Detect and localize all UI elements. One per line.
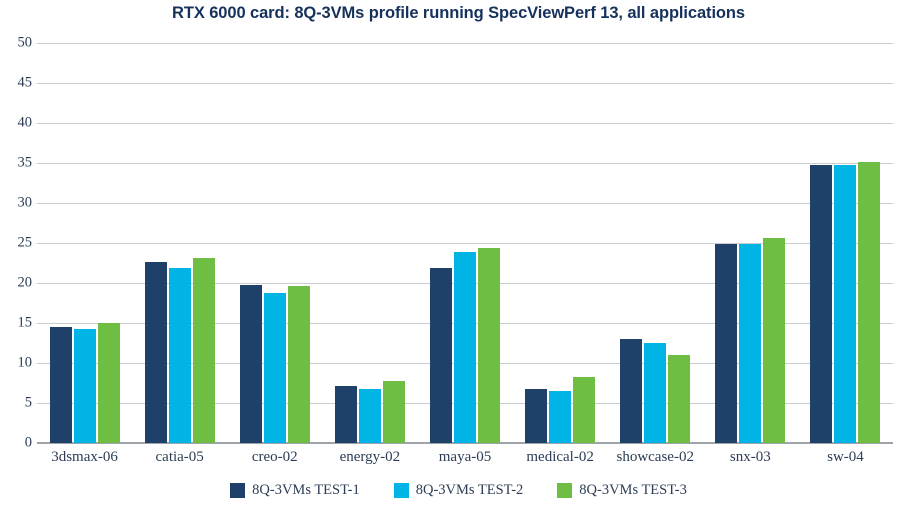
bar[interactable] [834,165,857,443]
bar[interactable] [763,238,786,443]
legend-swatch-icon [557,483,573,498]
bar[interactable] [429,267,452,443]
bar-group [798,43,893,443]
legend-item[interactable]: 8Q-3VMs TEST-2 [393,482,524,499]
legend-label: 8Q-3VMs TEST-1 [252,482,360,498]
bar[interactable] [192,258,215,443]
bar[interactable] [97,323,120,443]
bar[interactable] [358,388,381,443]
gridline [37,203,893,204]
bar[interactable] [73,328,96,443]
bar[interactable] [477,247,500,443]
y-axis-tick-label: 10 [17,354,33,371]
bar[interactable] [525,388,548,443]
bar-group [513,43,608,443]
y-axis-tick-label: 25 [17,234,33,251]
x-axis-tick-label: snx-03 [729,449,771,465]
y-axis-tick-label: 0 [24,434,32,451]
bar-group [37,43,132,443]
bar[interactable] [382,380,405,443]
y-axis-tick-label: 5 [24,394,32,411]
bar[interactable] [144,262,167,443]
x-axis-baseline [37,442,893,444]
legend-item[interactable]: 8Q-3VMs TEST-1 [230,482,360,499]
bar[interactable] [715,243,738,443]
bar[interactable] [263,293,286,443]
bar[interactable] [620,339,643,443]
y-axis-tick-labels: 0 5 10 15 20 25 30 35 40 45 50 [0,35,33,451]
x-axis-tick-label: energy-02 [339,449,401,465]
x-axis-tick-label: maya-05 [438,449,492,465]
x-axis-tick-label: creo-02 [251,449,298,465]
bar[interactable] [644,343,667,443]
gridline [37,123,893,124]
legend-item[interactable]: 8Q-3VMs TEST-3 [557,482,687,499]
y-axis-tick-label: 15 [17,314,33,331]
y-axis-tick-label: 45 [17,74,33,91]
x-axis-tick-labels: 3dsmax-06 catia-05 creo-02 energy-02 maya-05… [37,449,893,475]
bar-group [608,43,703,443]
bar[interactable] [239,285,262,443]
bar[interactable] [573,376,596,443]
bar[interactable] [453,251,476,443]
x-axis-tick-label: showcase-02 [616,449,694,465]
bar[interactable] [858,162,881,443]
legend-label: 8Q-3VMs TEST-3 [579,482,687,498]
bar[interactable] [168,267,191,443]
gridline [37,243,893,244]
bar-group [417,43,512,443]
legend-label: 8Q-3VMs TEST-2 [415,482,524,498]
y-axis-tick-label: 20 [17,274,33,291]
y-axis-tick-label: 30 [17,194,33,211]
legend-swatch-icon [393,483,409,498]
bar[interactable] [49,327,72,443]
bar[interactable] [668,355,691,443]
x-axis-tick-label: 3dsmax-06 [51,449,118,465]
x-axis-tick-label: sw-04 [827,449,864,465]
bar[interactable] [549,391,572,443]
legend-swatch-icon [230,483,246,498]
y-axis-tick-label: 50 [17,34,33,51]
gridline [37,163,893,164]
bar-group [227,43,322,443]
x-axis-tick-label: catia-05 [155,449,204,465]
gridline [37,43,893,44]
chart-legend: 8Q-3VMs TEST-1 8Q-3VMs TEST-2 8Q-3VMs TEST… [0,482,917,499]
bar[interactable] [739,243,762,443]
bar-group [322,43,417,443]
bar[interactable] [810,165,833,443]
gridline [37,83,893,84]
bar-group [703,43,798,443]
x-axis-tick-label: medical-02 [526,449,594,465]
bar[interactable] [287,286,310,443]
y-axis-tick-label: 40 [17,114,33,131]
bar[interactable] [334,386,357,443]
bar-group [132,43,227,443]
bars-layer [37,43,893,443]
y-axis-tick-label: 35 [17,154,33,171]
chart-title: RTX 6000 card: 8Q-3VMs profile running S… [172,4,745,22]
